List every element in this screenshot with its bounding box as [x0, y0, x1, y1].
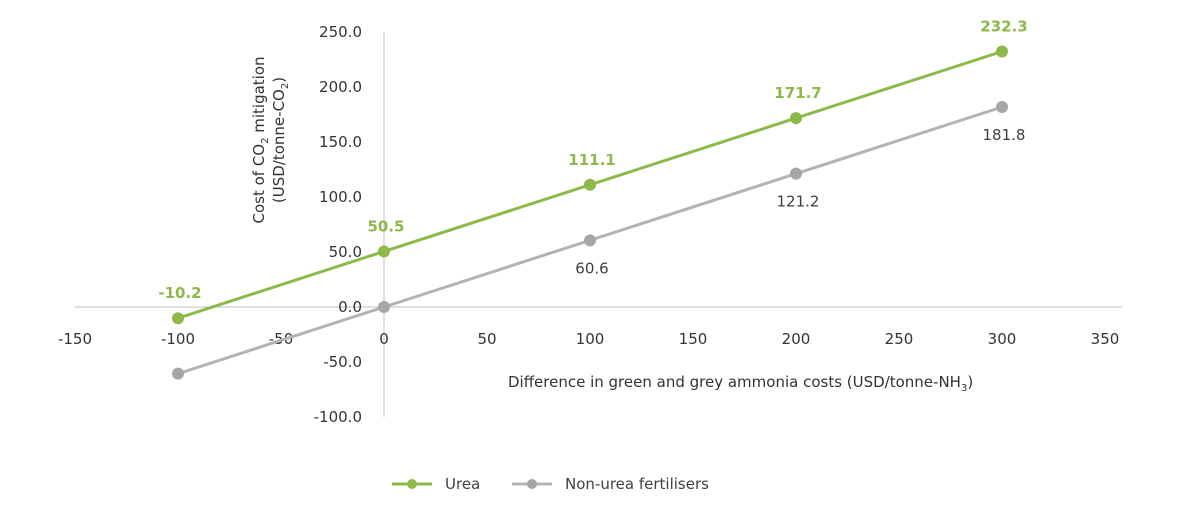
data-point-urea	[378, 245, 390, 258]
data-label-urea: 232.3	[980, 17, 1027, 35]
x-tick-label: -150	[58, 330, 92, 348]
x-tick-label: 350	[1091, 330, 1120, 348]
data-labels: 60.6 121.2 181.8 -10.2 50.5 111.1 171.7 232.3	[158, 17, 1027, 302]
data-point-non-urea	[378, 301, 390, 313]
x-tick-label: 50	[477, 330, 496, 348]
data-point-non-urea	[584, 234, 596, 247]
x-tick-label: 0	[379, 330, 389, 348]
legend-label-urea: Urea	[445, 475, 480, 493]
legend-item-non-urea: Non-urea fertilisers	[512, 475, 709, 493]
data-point-urea	[790, 112, 802, 125]
y-tick-label: 0.0	[338, 298, 362, 316]
x-tick-labels: -150 -100 -50 0 50 100 150 200 250 300 350	[58, 330, 1119, 348]
y-tick-label: 200.0	[319, 78, 362, 96]
x-tick-label: -100	[161, 330, 195, 348]
y-tick-label: 150.0	[319, 133, 362, 151]
axes	[75, 32, 1122, 417]
data-point-urea	[172, 312, 184, 325]
legend-item-urea: Urea	[392, 475, 480, 493]
y-tick-label: 100.0	[319, 188, 362, 206]
svg-text:(USD/tonne-CO2): (USD/tonne-CO2)	[270, 77, 291, 203]
data-label-non-urea: 121.2	[777, 193, 820, 211]
y-tick-label: -100.0	[314, 408, 362, 426]
x-tick-label: 250	[885, 330, 914, 348]
x-tick-label: 200	[782, 330, 811, 348]
svg-text:Cost of CO2 mitigation: Cost of CO2 mitigation	[250, 56, 271, 223]
y-tick-label: 50.0	[329, 243, 362, 261]
data-point-non-urea	[172, 367, 184, 380]
data-point-urea	[996, 45, 1008, 58]
data-label-non-urea: 181.8	[983, 126, 1026, 144]
y-tick-label: 250.0	[319, 23, 362, 41]
data-point-non-urea	[790, 167, 802, 180]
legend: Urea Non-urea fertilisers	[392, 475, 709, 493]
x-tick-label: 100	[576, 330, 605, 348]
data-label-urea: -10.2	[158, 284, 201, 302]
legend-label-non-urea: Non-urea fertilisers	[565, 475, 709, 493]
y-tick-label: -50.0	[323, 353, 362, 371]
data-label-urea: 50.5	[367, 217, 404, 235]
data-label-non-urea: 60.6	[575, 259, 608, 277]
y-tick-labels: -100.0 -50.0 0.0 50.0 100.0 150.0 200.0 250.0	[314, 23, 362, 426]
data-point-urea	[584, 178, 596, 191]
y-axis-title: Cost of CO2 mitigation (USD/tonne-CO2)	[250, 56, 291, 223]
x-tick-label: 150	[679, 330, 708, 348]
x-tick-label: 300	[988, 330, 1017, 348]
data-point-non-urea	[996, 101, 1008, 114]
data-label-urea: 171.7	[774, 84, 821, 102]
series-layer	[172, 45, 1008, 380]
data-label-urea: 111.1	[568, 151, 615, 169]
x-axis-title: Difference in green and grey ammonia cos…	[508, 373, 973, 394]
